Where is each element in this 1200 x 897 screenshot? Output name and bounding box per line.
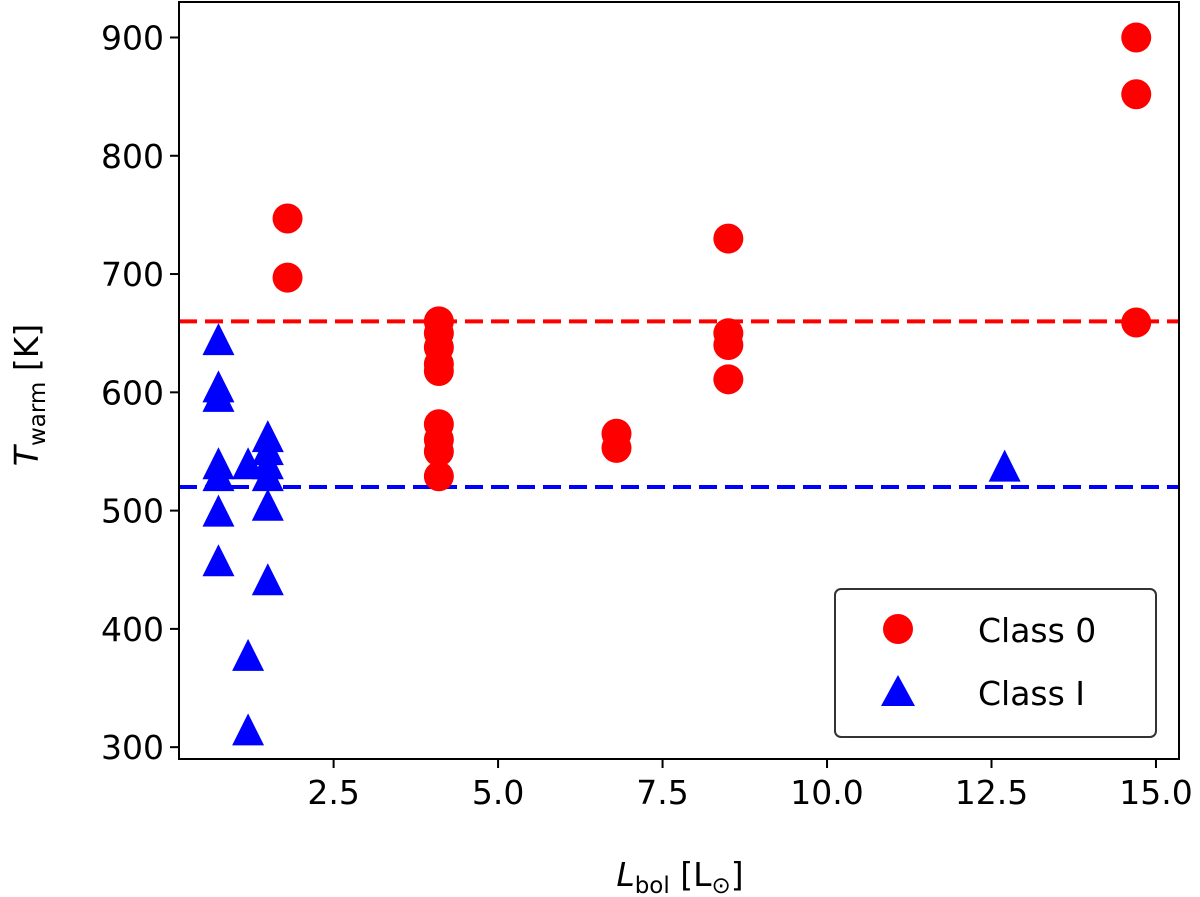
y-axis-ticks: 300 400 500 600 700 800 900: [101, 18, 179, 767]
legend: Class 0 Class I: [834, 588, 1157, 738]
class-i-point: [251, 563, 284, 596]
x-axis-ticks: 2.5 5.0 7.5 10.0 12.5 15.0: [307, 759, 1193, 812]
class-i-point: [988, 449, 1021, 482]
class-0-point: [1121, 79, 1152, 110]
class-i-point: [202, 379, 235, 412]
x-axis-label-unit-close: ]: [731, 855, 744, 894]
class-0-point: [1121, 307, 1152, 338]
class-i-point: [202, 323, 235, 356]
class-i-point: [251, 488, 284, 521]
class-0-point: [272, 262, 303, 293]
y-tick-label: 900: [101, 18, 164, 57]
class-i-point: [232, 638, 265, 671]
class-i-point: [202, 459, 235, 492]
plot-frame: [178, 1, 1180, 760]
y-axis-label-main: T: [7, 443, 46, 466]
y-axis-label-unit: [K]: [7, 324, 46, 382]
reference-lines: [179, 319, 1179, 489]
y-tick-label: 300: [101, 728, 164, 767]
y-axis-label-sub: warm: [25, 382, 51, 446]
legend-label-class-i: Class I: [978, 674, 1085, 713]
class-i-point: [202, 494, 235, 527]
y-tick-label: 400: [101, 610, 164, 649]
x-tick-label: 12.5: [955, 773, 1028, 812]
class-0-point: [272, 203, 303, 234]
class-i-point: [232, 713, 265, 746]
class-0-point: [423, 461, 454, 492]
y-tick-label: 500: [101, 492, 164, 531]
x-tick-label: 7.5: [636, 773, 688, 812]
class-0-point: [713, 223, 744, 254]
x-tick-label: 10.0: [790, 773, 863, 812]
x-tick-label: 15.0: [1119, 773, 1192, 812]
class-i-point: [202, 544, 235, 577]
class-0-point: [1121, 22, 1152, 53]
x-tick-label: 2.5: [307, 773, 359, 812]
class-i-point: [251, 459, 284, 492]
class-0-point: [601, 432, 632, 463]
x-axis-label-sub: bol: [635, 873, 670, 897]
data-markers: [202, 22, 1152, 746]
class-0-point: [713, 330, 744, 361]
legend-label-class-0: Class 0: [978, 611, 1096, 650]
class-0-point: [423, 436, 454, 467]
y-axis-label: Twarm [K]: [7, 324, 51, 466]
x-tick-label: 5.0: [472, 773, 524, 812]
legend-marker-class-i: [881, 675, 915, 706]
x-axis-label-unit-sub: ⊙: [712, 873, 731, 897]
y-tick-label: 600: [101, 373, 164, 412]
x-axis-label-main: L: [616, 855, 634, 894]
y-tick-label: 800: [101, 137, 164, 176]
class-0-point: [713, 364, 744, 395]
class-0-point: [423, 356, 454, 387]
legend-box: [834, 588, 1157, 738]
x-axis-label-unit: [L: [670, 855, 712, 894]
y-tick-label: 700: [101, 255, 164, 294]
legend-marker-class-0: [883, 614, 913, 644]
x-axis-label: Lbol [L⊙]: [616, 855, 743, 897]
